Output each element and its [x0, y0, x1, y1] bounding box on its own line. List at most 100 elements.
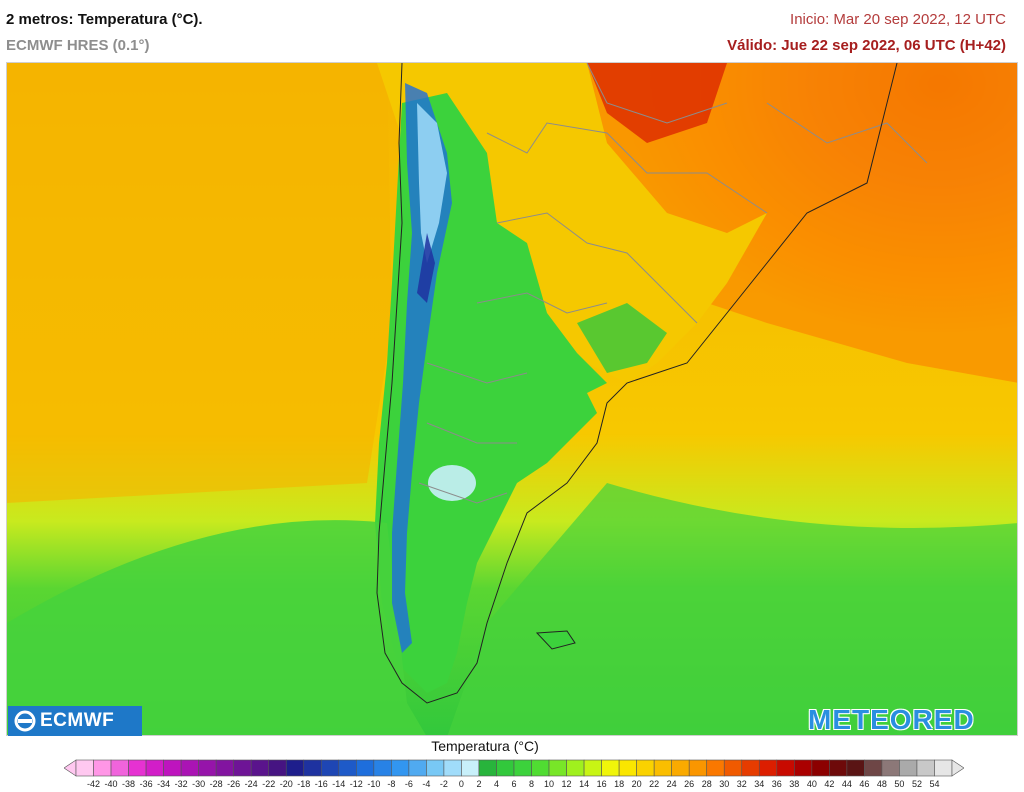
legend-swatch	[636, 759, 655, 777]
legend-tick: 28	[701, 779, 712, 789]
legend-swatch	[391, 759, 410, 777]
legend-swatch	[829, 759, 848, 777]
southern-ocean-west	[7, 520, 426, 735]
country-borders	[418, 63, 928, 504]
legend-swatch	[741, 759, 760, 777]
legend-tick: 44	[841, 779, 852, 789]
temperature-map[interactable]	[6, 62, 1018, 736]
legend-swatch	[513, 759, 532, 777]
legend-swatch	[198, 759, 217, 777]
legend-tick: 24	[666, 779, 677, 789]
legend-swatch	[338, 759, 357, 777]
legend-swatch	[531, 759, 550, 777]
legend-tick: -22	[262, 779, 276, 789]
legend-swatch	[250, 759, 270, 777]
legend-tick: -2	[439, 779, 448, 789]
legend-swatch	[163, 759, 182, 777]
legend-swatch	[110, 759, 129, 777]
legend-swatch	[443, 759, 462, 777]
legend-swatch	[373, 759, 392, 777]
map-header: 2 metros: Temperatura (°C). ECMWF HRES (…	[0, 0, 1024, 62]
legend-swatch	[723, 759, 743, 777]
legend-swatch	[145, 759, 164, 777]
legend-tick: 42	[824, 779, 835, 789]
uruguay-zone	[577, 303, 667, 373]
legend-swatch	[881, 759, 900, 777]
legend-tick: -38	[122, 779, 136, 789]
legend-swatch	[916, 759, 935, 777]
falkland-islands	[535, 630, 576, 650]
legend-swatch	[671, 759, 690, 777]
legend-tick: 32	[736, 779, 747, 789]
legend-title: Temperatura (°C)	[431, 738, 539, 754]
legend-swatch	[566, 759, 585, 777]
patagonia-cold-spot	[428, 465, 476, 501]
pacific-warm-zone	[7, 63, 392, 503]
legend-tick: -28	[209, 779, 223, 789]
legend-tick: -26	[227, 779, 241, 789]
color-scale-bar	[64, 759, 964, 777]
legend-tick: 14	[579, 779, 590, 789]
legend-tick-labels: -42 -40 -38 -36 -34 -32 -30 -28 -26 -24 -22 -20 -18-…	[0, 779, 1024, 792]
legend-swatch	[934, 759, 953, 777]
coastline	[376, 63, 898, 704]
legend-tick: 48	[876, 779, 887, 789]
legend-swatch	[776, 759, 795, 777]
legend-tick: -34	[157, 779, 171, 789]
legend-tick: -6	[404, 779, 413, 789]
legend-tick: -14	[332, 779, 346, 789]
legend-swatch	[618, 759, 637, 777]
legend-swatch	[93, 759, 112, 777]
legend-tick: 22	[649, 779, 660, 789]
legend-tick: 4	[493, 779, 499, 789]
legend-swatch	[128, 759, 147, 777]
legend-tick: 8	[529, 779, 535, 789]
meteored-logo: METEORED	[808, 704, 975, 735]
legend-arrow-max	[951, 759, 964, 777]
southern-ocean-east	[447, 483, 1017, 735]
legend-swatch	[285, 759, 305, 777]
legend-swatch	[794, 759, 813, 777]
legend-swatch	[811, 759, 830, 777]
legend-tick: -40	[104, 779, 118, 789]
ecmwf-logo-text: ECMWF	[40, 710, 115, 731]
legend-swatch	[233, 759, 252, 777]
legend-swatch	[356, 759, 375, 777]
legend-swatch	[268, 759, 287, 777]
legend-tick: -12	[349, 779, 363, 789]
legend-swatch	[215, 759, 234, 777]
legend-tick: -36	[139, 779, 153, 789]
legend-tick: 10	[544, 779, 555, 789]
legend-swatch	[758, 759, 778, 777]
map-title: 2 metros: Temperatura (°C).	[6, 11, 203, 28]
legend-swatch	[320, 759, 340, 777]
legend-tick: -20	[279, 779, 293, 789]
legend-swatch	[706, 759, 725, 777]
legend-tick: 20	[631, 779, 642, 789]
legend-tick: 2	[476, 779, 482, 789]
legend-tick: 52	[911, 779, 922, 789]
legend-swatch	[583, 759, 602, 777]
legend-swatch	[688, 759, 708, 777]
legend-tick: 26	[684, 779, 695, 789]
legend-swatch	[846, 759, 865, 777]
legend-tick: 0	[458, 779, 464, 789]
legend-tick: 36	[771, 779, 782, 789]
legend-arrow-min	[64, 759, 77, 777]
hot-core	[587, 63, 727, 143]
legend-tick: -10	[367, 779, 381, 789]
legend-tick: -18	[297, 779, 311, 789]
legend-tick: 46	[859, 779, 870, 789]
legend-tick: -8	[387, 779, 396, 789]
ecmwf-icon	[14, 710, 36, 737]
legend-swatch	[548, 759, 567, 777]
legend-tick: -32	[174, 779, 188, 789]
legend-tick: 38	[789, 779, 800, 789]
legend-tick: -4	[422, 779, 431, 789]
legend-tick: -42	[87, 779, 101, 789]
south-atlantic-warm	[567, 63, 1017, 383]
legend-tick: 54	[929, 779, 940, 789]
legend-swatch	[864, 759, 883, 777]
temperature-field	[7, 63, 1017, 735]
legend-tick: 40	[806, 779, 817, 789]
